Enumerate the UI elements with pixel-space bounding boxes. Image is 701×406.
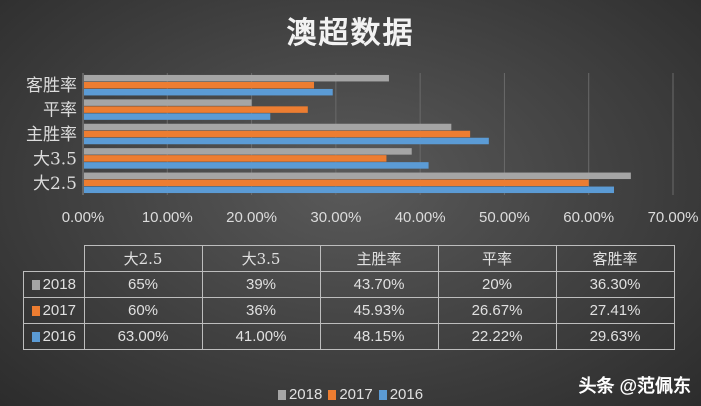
series-name: 2016 [42,328,76,345]
bar-2018-3 [84,99,252,106]
bar-chart: 0.00% 10.00% 20.00% 30.00% 40.00% 50.00% 60.00… [26,73,699,226]
bar-2017-1 [84,155,387,162]
table-cell: 27.41% [555,297,675,324]
data-table: 大2.5 大3.5 主胜率 平率 客胜率 2018 65% 39% 43.70% 20% 36.30… [23,245,675,350]
legend-item-2017: 2017 [328,386,373,403]
x-tick-label: 60.00% [563,209,614,226]
table-cell: 43.70% [319,271,439,298]
table-cell: 63.00% [83,323,203,350]
x-tick-label: 50.00% [479,209,530,226]
bar-2016-1 [84,162,429,169]
legend-label: 2018 [288,386,323,403]
table-header-row: 大2.5 大3.5 主胜率 平率 客胜率 [23,245,675,272]
table-cell: 36% [201,297,321,324]
legend-swatch [328,390,337,400]
chart-title: 澳超数据 [286,16,415,51]
series-name: 2017 [42,302,76,319]
table-cell: 45.93% [319,297,439,324]
x-tick-label: 0.00% [62,209,105,226]
table-cell: 60% [83,297,203,324]
x-tick-label: 70.00% [648,209,699,226]
table-cell: 41.00% [201,323,321,350]
series-name: 2018 [42,276,76,293]
bar-2018-4 [84,74,389,82]
table-cell: 48.15% [319,323,439,350]
bar-2018-2 [84,123,452,131]
table-row-header: 2018 [23,271,85,298]
bar-2018-1 [84,148,412,155]
table-header-cell: 主胜率 [319,245,439,272]
table-row: 2018 65% 39% 43.70% 20% 36.30% [23,271,675,298]
table-header-cell: 平率 [437,245,557,272]
bar-2017-4 [84,81,315,89]
table-cell: 26.67% [437,297,557,324]
table-cell: 20% [437,271,557,298]
legend-item-2016: 2016 [378,386,424,403]
x-tick-label: 40.00% [395,209,446,226]
table-cell: 22.22% [437,323,557,350]
table-cell: 36.30% [555,271,675,298]
table-cell: 29.63% [555,323,675,350]
legend-label: 2016 [389,386,424,403]
legend-swatch [31,332,40,342]
y-category-label: 主胜率 [26,125,77,145]
table-header-cell: 客胜率 [555,245,675,272]
y-category-label: 平率 [43,101,77,121]
bar-2017-0 [84,179,589,187]
y-category-label: 大3.5 [33,149,77,169]
table-corner [23,245,85,272]
table-cell: 39% [201,271,321,298]
bar-2017-3 [84,106,308,113]
bar-2018-0 [84,172,631,180]
legend-label: 2017 [339,386,373,403]
table-row: 2016 63.00% 41.00% 48.15% 22.22% 29.63% [23,323,675,350]
table-cell: 65% [83,271,203,298]
bar-2016-0 [84,186,614,194]
legend: 2018 2017 2016 [0,386,701,403]
bar-2016-4 [84,88,333,96]
legend-swatch [277,390,286,400]
table-row-header: 2017 [23,297,85,324]
legend-swatch [378,390,387,400]
table-header-cell: 大2.5 [83,245,203,272]
x-tick-label: 10.00% [142,209,193,226]
legend-swatch [31,280,40,290]
bar-2016-3 [84,113,271,120]
table-row: 2017 60% 36% 45.93% 26.67% 27.41% [23,297,675,324]
x-tick-label: 20.00% [226,209,277,226]
y-category-label: 大2.5 [33,174,77,194]
x-tick-label: 30.00% [310,209,361,226]
table-row-header: 2016 [23,323,85,350]
y-category-label: 客胜率 [26,76,77,96]
bar-2017-2 [84,130,471,138]
bar-2016-2 [84,137,489,145]
legend-swatch [31,306,40,316]
watermark: 头条 @范佩东 [578,376,691,396]
legend-item-2018: 2018 [277,386,323,403]
table-header-cell: 大3.5 [201,245,321,272]
